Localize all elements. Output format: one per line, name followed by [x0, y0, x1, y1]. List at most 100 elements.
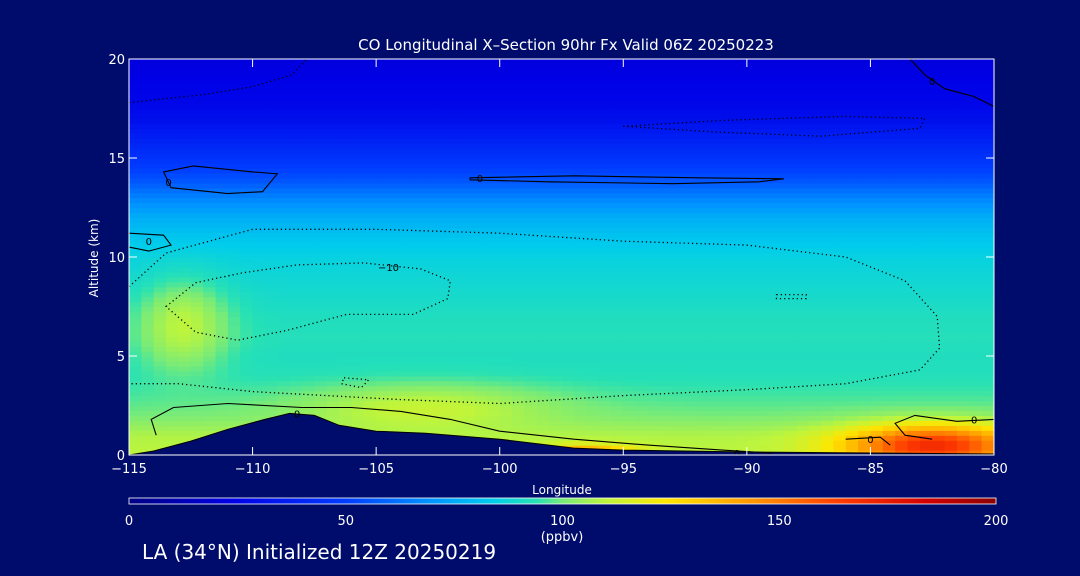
field-cell	[598, 207, 612, 214]
field-cell	[685, 435, 699, 441]
field-cell	[672, 158, 686, 164]
field-cell	[895, 420, 909, 426]
field-cell	[635, 207, 649, 214]
field-cell	[969, 430, 983, 436]
field-cell	[153, 356, 167, 362]
field-cell	[598, 415, 612, 421]
field-cell	[944, 271, 958, 278]
field-cell	[783, 281, 797, 288]
field-cell	[746, 202, 760, 209]
field-cell	[808, 217, 822, 223]
field-cell	[363, 380, 377, 387]
field-cell	[845, 276, 859, 283]
field-cell	[400, 336, 414, 342]
field-cell	[796, 153, 810, 159]
field-cell	[512, 306, 526, 313]
field-cell	[289, 326, 303, 332]
field-cell	[808, 202, 822, 209]
field-cell	[549, 123, 563, 129]
field-cell	[586, 281, 600, 288]
field-cell	[499, 341, 513, 347]
field-cell	[697, 291, 711, 298]
field-cell	[314, 242, 328, 248]
field-cell	[833, 276, 847, 283]
field-cell	[598, 440, 612, 446]
field-cell	[487, 232, 501, 238]
field-cell	[821, 227, 834, 233]
field-cell	[746, 257, 760, 263]
field-cell	[821, 276, 834, 283]
field-cell	[981, 128, 994, 134]
field-cell	[178, 123, 192, 129]
field-cell	[450, 380, 464, 387]
field-cell	[610, 266, 624, 273]
field-cell	[549, 410, 563, 416]
field-cell	[425, 311, 439, 317]
field-cell	[858, 356, 872, 362]
field-cell	[240, 143, 254, 149]
field-cell	[648, 207, 661, 214]
field-cell	[264, 385, 278, 392]
field-cell	[870, 271, 884, 278]
field-cell	[462, 420, 476, 426]
field-cell	[215, 252, 229, 258]
field-cell	[153, 138, 167, 144]
field-cell	[190, 306, 204, 313]
field-cell	[190, 257, 204, 263]
field-cell	[376, 395, 390, 402]
field-cell	[648, 365, 661, 372]
field-cell	[400, 346, 414, 352]
field-cell	[870, 212, 884, 218]
field-cell	[376, 306, 390, 313]
field-cell	[425, 301, 439, 308]
field-cell	[129, 341, 142, 347]
field-cell	[808, 435, 822, 441]
field-cell	[536, 148, 550, 154]
field-cell	[833, 291, 847, 298]
field-cell	[487, 222, 501, 228]
field-cell	[203, 133, 217, 139]
field-cell	[388, 252, 402, 258]
field-cell	[153, 98, 167, 105]
field-cell	[351, 365, 365, 372]
field-cell	[475, 232, 488, 238]
field-cell	[475, 385, 488, 392]
field-cell	[722, 395, 736, 402]
field-cell	[771, 286, 785, 293]
field-cell	[376, 98, 390, 105]
field-cell	[858, 360, 872, 367]
field-cell	[388, 257, 402, 263]
field-cell	[487, 187, 501, 194]
field-cell	[734, 192, 748, 199]
field-cell	[512, 281, 526, 288]
field-cell	[783, 311, 797, 317]
field-cell	[623, 321, 637, 327]
field-cell	[425, 276, 439, 283]
field-cell	[351, 360, 365, 367]
field-cell	[981, 257, 994, 263]
field-cell	[746, 247, 760, 253]
field-cell	[462, 252, 476, 258]
field-cell	[178, 143, 192, 149]
field-cell	[882, 148, 896, 154]
field-cell	[808, 346, 822, 352]
field-cell	[499, 400, 513, 407]
field-cell	[339, 133, 353, 139]
field-cell	[722, 252, 736, 258]
field-cell	[759, 257, 773, 263]
field-cell	[129, 301, 142, 308]
field-cell	[549, 266, 563, 273]
field-cell	[413, 341, 427, 347]
field-cell	[722, 113, 736, 119]
field-cell	[450, 410, 464, 416]
field-cell	[919, 261, 933, 268]
field-cell	[907, 326, 921, 332]
field-cell	[549, 385, 563, 392]
field-cell	[549, 346, 563, 352]
field-cell	[969, 202, 983, 209]
field-cell	[672, 192, 686, 199]
field-cell	[302, 108, 315, 115]
field-cell	[450, 118, 464, 124]
field-cell	[870, 326, 884, 332]
field-cell	[573, 113, 587, 119]
